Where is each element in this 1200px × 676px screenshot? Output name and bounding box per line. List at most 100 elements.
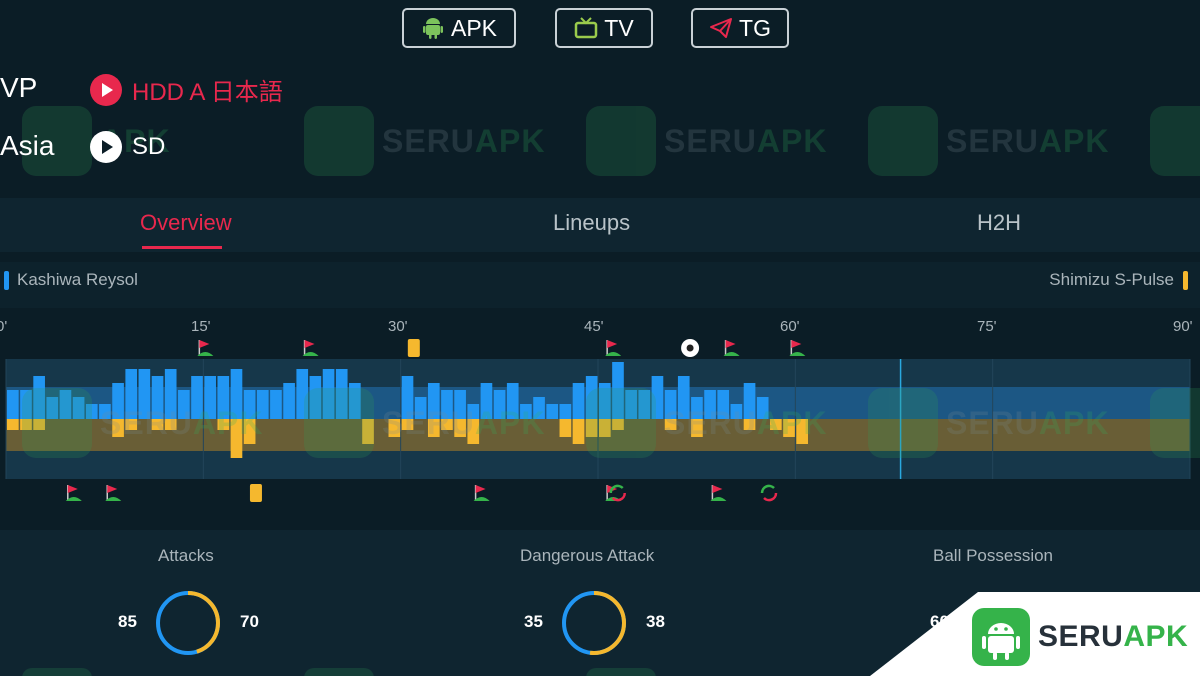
tab-bar: Overview Lineups H2H <box>0 198 1200 252</box>
pressure-chart <box>5 339 1191 502</box>
home-pressure-bar <box>612 362 624 419</box>
away-pressure-bar <box>770 419 782 430</box>
away-pressure-bar <box>691 419 703 437</box>
corner-flag-icon <box>304 340 315 348</box>
stat-dangerous-home: 35 <box>524 612 543 631</box>
corner-flag-icon <box>723 352 740 356</box>
minute-label: 30' <box>388 318 408 335</box>
home-pressure-bar <box>230 369 243 419</box>
minute-label: 60' <box>780 318 800 335</box>
home-pressure-bar <box>7 390 19 419</box>
away-pressure-bar <box>112 419 124 437</box>
away-pressure-bar <box>783 419 795 437</box>
home-pressure-bar <box>454 390 466 419</box>
home-pressure-bar <box>533 397 545 419</box>
play-icon <box>90 131 122 163</box>
stat-dangerous-away: 38 <box>646 612 665 631</box>
telegram-icon <box>710 18 733 38</box>
away-pressure-bar <box>427 419 440 437</box>
stat-attacks-home: 85 <box>118 612 137 631</box>
home-pressure-bar <box>704 390 716 419</box>
home-pressure-bar <box>72 397 85 419</box>
away-team-name: Shimizu S-Pulse <box>1049 270 1174 289</box>
away-pressure-bar <box>388 419 401 437</box>
tv-button[interactable]: TV <box>555 8 653 48</box>
brand-corner-bg <box>870 592 1200 676</box>
home-pressure-bar <box>112 383 124 419</box>
tab-lineups[interactable]: Lineups <box>553 210 631 235</box>
home-team-color <box>4 271 9 290</box>
minute-label: 45' <box>584 318 604 335</box>
watermark-logo <box>1150 106 1200 176</box>
stream-buttons: APK TV TG <box>0 8 1200 48</box>
corner-flag-icon <box>607 340 618 348</box>
away-pressure-bar <box>230 419 243 458</box>
home-pressure-bar <box>309 376 322 419</box>
home-team-name: Kashiwa Reysol <box>17 270 138 289</box>
minute-label: 0' <box>0 318 8 335</box>
source-hdd-a[interactable]: HDD A 日本語 <box>90 72 283 107</box>
minute-label: 15' <box>191 318 211 335</box>
tg-button[interactable]: TG <box>691 8 789 48</box>
home-pressure-bar <box>59 390 72 419</box>
away-pressure-bar <box>454 419 466 437</box>
corner-flag-icon <box>475 485 486 493</box>
yellow-card-icon <box>249 484 262 502</box>
match-timeline: 0' 15' 30' 45' 60' 75' 90' <box>0 316 1200 514</box>
away-pressure-bar <box>362 419 374 444</box>
home-pressure-bar <box>85 404 98 419</box>
home-pressure-bar <box>651 376 664 419</box>
corner-flag-icon <box>302 352 319 356</box>
substitution-icon <box>763 492 778 502</box>
away-pressure-bar <box>401 419 414 430</box>
watermark-logo: SERUAPK <box>586 106 827 176</box>
away-pressure-bar <box>559 419 572 437</box>
home-pressure-bar <box>99 404 111 419</box>
stat-title-possession: Ball Possession <box>933 546 1054 565</box>
corner-flag-icon <box>710 497 727 501</box>
source-name-cut: Asia <box>0 130 55 161</box>
home-pressure-bar <box>164 369 177 419</box>
apk-label: APK <box>450 14 498 41</box>
home-pressure-bar <box>743 383 756 419</box>
yellow-card-icon <box>407 339 420 357</box>
home-pressure-bar <box>691 397 703 419</box>
tab-h2h[interactable]: H2H <box>977 210 1022 235</box>
source-label: HDD A 日本語 <box>132 79 283 106</box>
home-pressure-bar <box>296 369 309 419</box>
home-pressure-bar <box>335 369 348 419</box>
home-pressure-bar <box>493 390 506 419</box>
android-icon <box>422 18 443 39</box>
watermark-logo: SERUAPK <box>868 106 1109 176</box>
apk-button[interactable]: APK <box>402 8 516 48</box>
watermark-logo: SERUAPK <box>304 106 545 176</box>
away-pressure-bar <box>243 419 256 444</box>
minute-label: 75' <box>977 318 997 335</box>
home-pressure-bar <box>480 383 493 419</box>
source-sd[interactable]: SD <box>90 131 165 163</box>
home-pressure-bar <box>427 383 440 419</box>
corner-flag-icon <box>725 340 736 348</box>
home-pressure-bar <box>506 383 519 419</box>
away-pressure-bar <box>599 419 611 437</box>
home-pressure-bar <box>349 383 361 419</box>
home-pressure-bar <box>572 383 585 419</box>
tab-overview[interactable]: Overview <box>140 210 232 235</box>
dangerous-attack-ring <box>562 591 626 655</box>
home-pressure-bar <box>178 390 190 419</box>
home-pressure-bar <box>414 397 427 419</box>
play-icon <box>90 73 122 106</box>
home-pressure-bar <box>756 397 769 419</box>
away-pressure-bar <box>151 419 164 430</box>
home-pressure-bar <box>217 376 230 419</box>
away-pressure-bar <box>441 419 453 430</box>
seruapk-logo-icon <box>972 608 1030 666</box>
corner-flag-icon <box>65 497 82 501</box>
home-pressure-bar <box>730 404 743 419</box>
home-pressure-bar <box>638 390 651 419</box>
home-pressure-bar <box>191 376 203 419</box>
stat-title-dangerous: Dangerous Attack <box>520 546 655 565</box>
active-tab-indicator <box>142 246 222 249</box>
away-team-color <box>1183 271 1188 290</box>
substitution-icon <box>611 492 626 502</box>
